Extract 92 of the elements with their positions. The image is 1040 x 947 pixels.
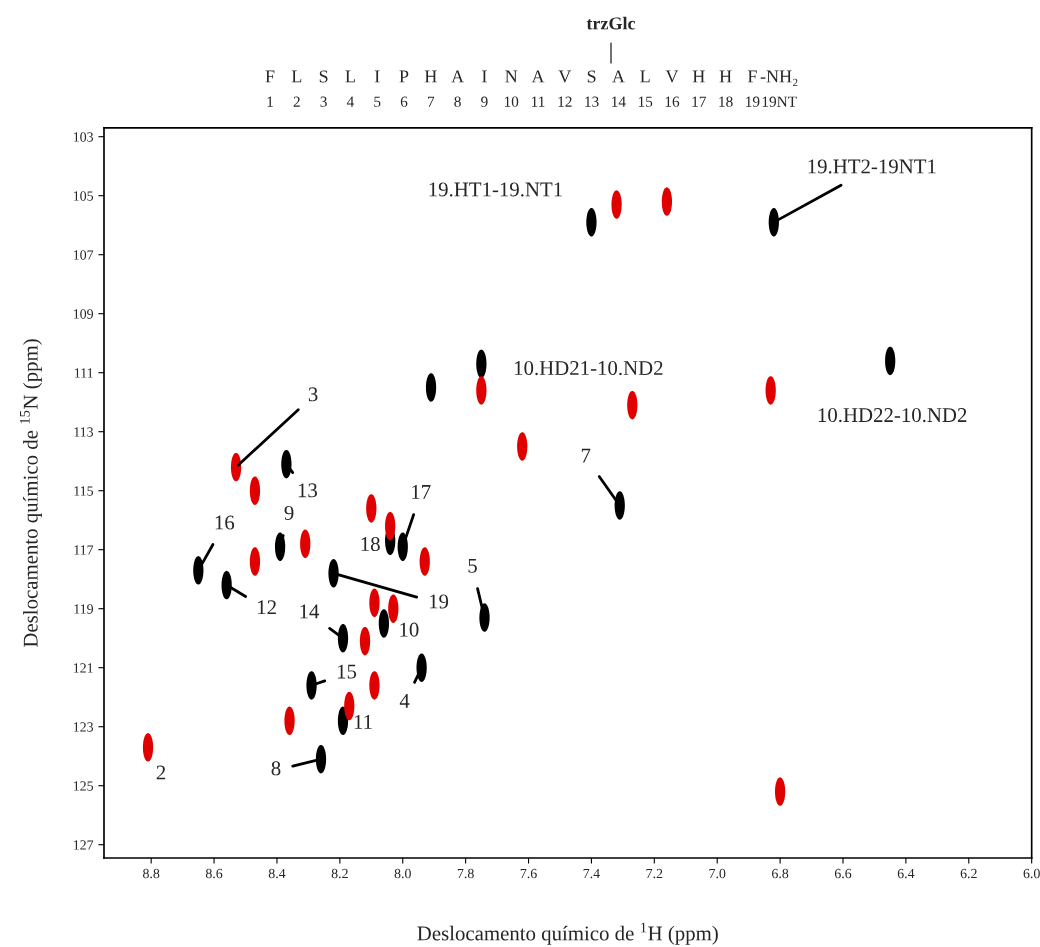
annotation: 14 [300,604,320,619]
x-tick-label: 6.6 [834,868,852,879]
text: F [747,70,757,83]
y-tick-label: 119 [74,604,94,614]
y-tick-label: 115 [74,486,94,496]
text: H [692,70,705,83]
text: -NH₂ [760,70,798,87]
text: 19NT [762,96,797,107]
text: 14 [612,96,626,107]
text: A [531,70,545,83]
x-tick-label: 6.2 [960,868,977,879]
text: 2 [293,96,300,107]
annotation: 19.HT2-19NT1 [808,159,936,174]
annotation: 12 [258,600,276,615]
text: V [558,70,572,83]
text: 12 [558,96,572,107]
y-tick-label: 109 [73,309,94,319]
text: 15 [638,96,653,107]
annotation: 4 [399,694,410,708]
text: S [319,70,328,83]
text: H [424,70,437,83]
text: 3 [320,96,327,107]
text: L [345,70,355,83]
x-tick-label: 8.6 [205,868,223,879]
x-tick-label: 6.4 [897,868,915,879]
text: L [291,70,302,83]
y-tick-label: 117 [74,545,94,555]
x-tick-label: 7.2 [646,868,663,879]
text: V [665,70,679,83]
text: 6 [400,96,408,107]
x-tick-label: 8.4 [268,868,286,879]
annotation: 11 [354,715,372,729]
annotation: 10 [400,622,419,637]
text: A [612,70,625,83]
text: 10 [504,96,519,107]
y-tick-label: 107 [73,250,94,260]
text: 9 [481,96,488,107]
annotation: 19.HT1-19.NT1 [429,182,562,197]
annotation: 17 [412,485,431,499]
annotation: 16 [215,515,235,530]
y-tick-label: 125 [73,781,94,791]
text: I [374,70,380,83]
annotation: 9 [284,505,294,520]
annotation: 5 [468,558,477,573]
text: 19 [746,96,760,107]
text: 5 [374,96,381,107]
text: 1 [267,96,273,107]
annotation: 3 [308,387,318,402]
text: H [719,70,732,83]
y-tick-label: 121 [73,663,93,673]
text: A [451,70,464,83]
x-tick-label: 8.2 [331,868,348,879]
annotation: 15 [337,664,357,679]
y-tick-label: 105 [73,191,94,201]
x-tick-label: 8.8 [143,868,160,879]
text: I [482,70,487,83]
text: 8 [454,96,461,107]
y-tick-label: 103 [73,132,94,142]
text: trzGlc [586,16,636,30]
text: 18 [719,96,733,107]
y-tick-label: 123 [73,722,94,732]
x-tick-label: 6.8 [772,868,789,879]
text: L [640,70,650,83]
annotation: 7 [581,448,591,463]
y-tick-label: 111 [75,368,93,378]
annotation: 13 [298,483,317,498]
annotation: 10.HD22-10.ND2 [818,408,967,423]
text: F [265,70,275,83]
x-tick-label: 8.0 [394,868,411,879]
text: P [399,70,409,83]
annotation: 19 [429,594,449,609]
x-tick-label: 7.4 [583,868,600,879]
text: N [505,70,518,83]
annotation: 2 [156,765,166,780]
text: 17 [692,96,706,107]
text: 4 [346,96,354,107]
x-tick-label: 7.6 [520,868,537,879]
annotation: 10.HD21-10.ND2 [514,361,663,376]
y-tick-label: 127 [73,840,94,850]
x-tick-label: 7.8 [457,868,474,879]
text: 13 [585,96,599,107]
annotation: 8 [271,761,281,776]
annotation: 18 [361,537,380,552]
text: 7 [427,96,435,107]
x-axis-title: Deslocamento químico de $^{1}$H (ppm) [417,922,718,945]
y-axis-title: Deslocamento químico de $^{15}$N (ppm) [19,339,42,647]
text: S [587,70,596,83]
x-tick-label: 7.0 [709,868,726,879]
x-tick-label: 6.0 [1023,868,1040,879]
y-tick-label: 113 [74,427,94,437]
text: 11 [531,96,545,107]
text: 16 [665,96,680,107]
